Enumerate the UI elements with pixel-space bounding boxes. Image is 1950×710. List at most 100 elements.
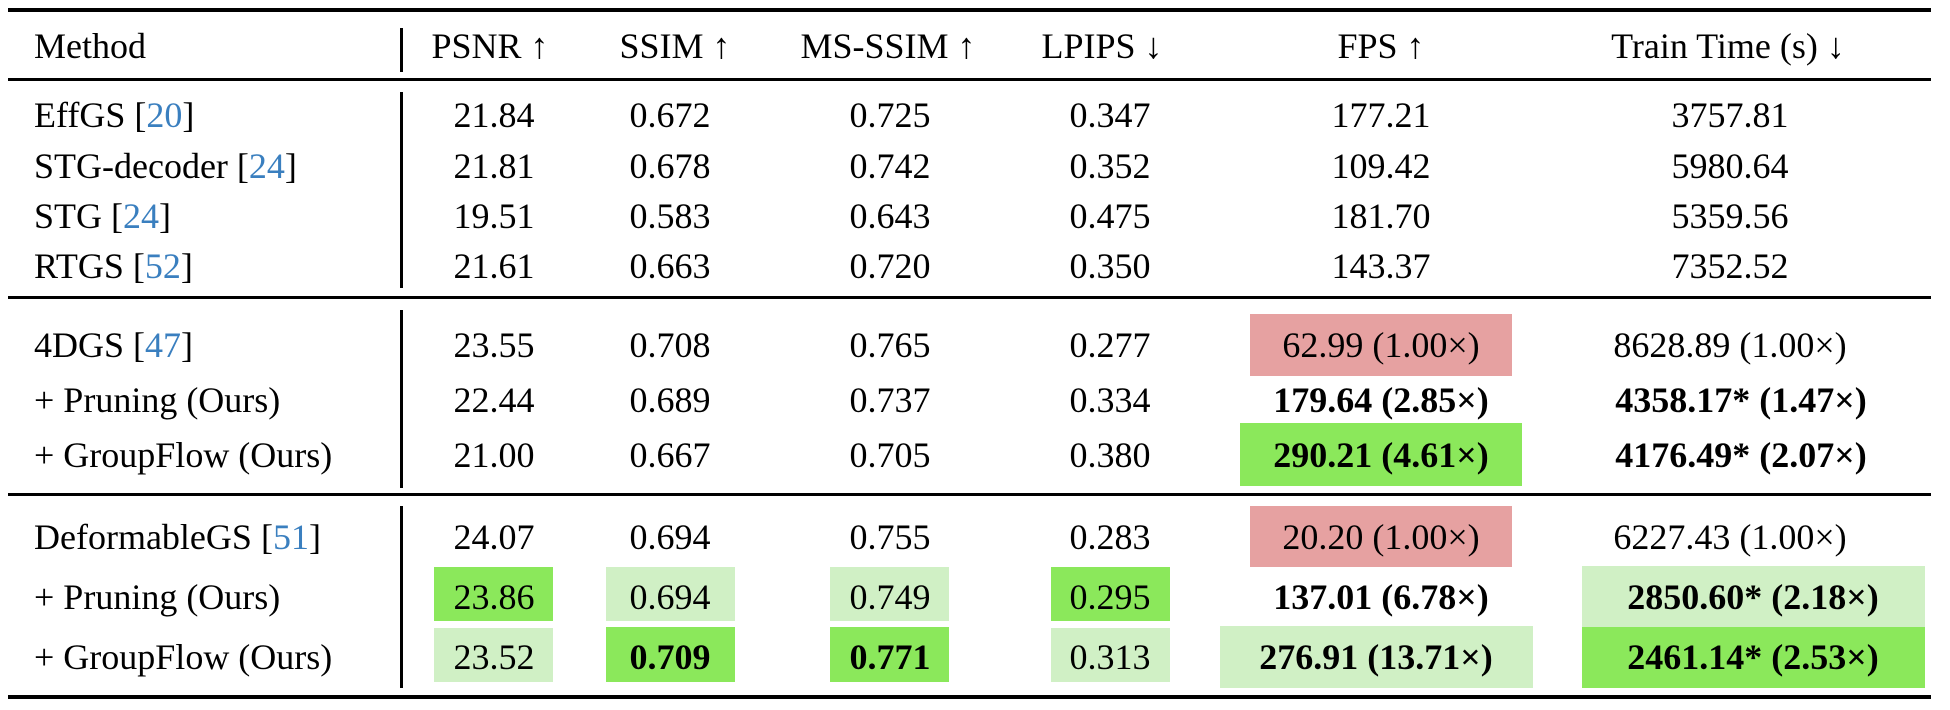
ssim-cell: 0.708 (629, 325, 711, 365)
lpips-cell: 0.350 (1069, 246, 1151, 286)
psnr-cell: 21.84 (453, 95, 535, 135)
method-cell: + GroupFlow (Ours) (34, 637, 333, 677)
psnr-cell: 21.81 (453, 146, 535, 186)
ssim-cell: 0.678 (629, 146, 711, 186)
ssim-cell: 0.583 (629, 196, 711, 236)
train-time-cell: 5359.56 (1671, 196, 1789, 236)
highlight-msssim-pruning (830, 567, 949, 621)
method-cell: STG [24] (34, 196, 172, 236)
ssim-cell: 0.663 (629, 246, 711, 286)
highlight-lpips-pruning (1051, 567, 1170, 621)
fps-cell: 62.99 (1.00×) (1282, 325, 1480, 365)
column-separator (400, 92, 403, 288)
citation-link[interactable]: 51 (272, 517, 309, 557)
column-separator (400, 310, 403, 488)
train-time-cell: 3757.81 (1671, 95, 1789, 135)
psnr-cell: 21.00 (453, 435, 535, 475)
psnr-cell: 23.55 (453, 325, 535, 365)
ssim-cell: 0.672 (629, 95, 711, 135)
bottom-rule (8, 695, 1931, 699)
top-rule (8, 8, 1931, 12)
highlight-psnr-pruning (434, 567, 553, 621)
msssim-cell: 0.643 (849, 196, 931, 236)
lpips-cell: 0.475 (1069, 196, 1151, 236)
psnr-cell: 21.61 (453, 246, 535, 286)
train-time-cell: 4176.49* (2.07×) (1615, 435, 1867, 475)
fps-cell: 20.20 (1.00×) (1282, 517, 1480, 557)
highlight-lpips-groupflow (1051, 628, 1170, 682)
fps-cell: 109.42 (1331, 146, 1431, 186)
lpips-cell: 0.380 (1069, 435, 1151, 475)
fps-cell: 179.64 (2.85×) (1273, 380, 1489, 420)
highlight-fps-deformablegs (1250, 506, 1512, 567)
lpips-cell: 0.295 (1069, 577, 1151, 617)
lpips-cell: 0.277 (1069, 325, 1151, 365)
citation-link[interactable]: 47 (145, 325, 182, 365)
msssim-cell: 0.705 (849, 435, 931, 475)
train-time-cell: 2850.60* (2.18×) (1627, 577, 1879, 617)
train-time-cell: 4358.17* (1.47×) (1615, 380, 1867, 420)
train-time-cell: 2461.14* (2.53×) (1627, 637, 1879, 677)
lpips-cell: 0.347 (1069, 95, 1151, 135)
header-fps: FPS ↑ (1337, 26, 1425, 66)
citation-link[interactable]: 24 (123, 196, 160, 236)
lpips-cell: 0.334 (1069, 380, 1151, 420)
highlight-train-groupflow (1582, 627, 1925, 688)
header-psnr: PSNR ↑ (431, 26, 549, 66)
citation-link[interactable]: 20 (146, 95, 183, 135)
column-separator (400, 28, 403, 72)
highlight-msssim-groupflow (830, 627, 949, 682)
lpips-cell: 0.283 (1069, 517, 1151, 557)
msssim-cell: 0.765 (849, 325, 931, 365)
method-cell: DeformableGS [51] (34, 517, 321, 557)
msssim-cell: 0.749 (849, 577, 931, 617)
psnr-cell: 24.07 (453, 517, 535, 557)
msssim-cell: 0.771 (849, 637, 931, 677)
header-lpips: LPIPS ↓ (1041, 26, 1163, 66)
train-time-cell: 8628.89 (1.00×) (1613, 325, 1847, 365)
highlight-fps-4dgs-groupflow (1240, 423, 1522, 486)
header-method: Method (34, 26, 146, 66)
header-ssim: SSIM ↑ (619, 26, 731, 66)
fps-cell: 137.01 (6.78×) (1273, 577, 1489, 617)
msssim-cell: 0.755 (849, 517, 931, 557)
ssim-cell: 0.694 (629, 577, 711, 617)
header-train-time: Train Time (s) ↓ (1611, 26, 1845, 66)
ssim-cell: 0.709 (629, 637, 711, 677)
method-cell: 4DGS [47] (34, 325, 194, 365)
lpips-cell: 0.313 (1069, 637, 1151, 677)
highlight-ssim-groupflow (606, 627, 735, 682)
header-msssim: MS-SSIM ↑ (800, 26, 976, 66)
msssim-cell: 0.725 (849, 95, 931, 135)
lpips-cell: 0.352 (1069, 146, 1151, 186)
train-time-cell: 6227.43 (1.00×) (1613, 517, 1847, 557)
msssim-cell: 0.720 (849, 246, 931, 286)
fps-cell: 143.37 (1331, 246, 1431, 286)
highlight-psnr-groupflow (434, 628, 553, 682)
ssim-cell: 0.689 (629, 380, 711, 420)
highlight-fps-4dgs (1250, 314, 1512, 376)
highlight-fps-deformablegs-groupflow (1220, 626, 1533, 688)
train-time-cell: 5980.64 (1671, 146, 1789, 186)
psnr-cell: 19.51 (453, 196, 535, 236)
fps-cell: 177.21 (1331, 95, 1431, 135)
column-separator (400, 506, 403, 688)
fps-cell: 276.91 (13.71×) (1259, 637, 1493, 677)
fps-cell: 290.21 (4.61×) (1273, 435, 1489, 475)
ssim-cell: 0.694 (629, 517, 711, 557)
method-cell: RTGS [52] (34, 246, 193, 286)
psnr-cell: 23.52 (453, 637, 535, 677)
method-cell: + Pruning (Ours) (34, 577, 281, 617)
psnr-cell: 23.86 (453, 577, 535, 617)
citation-link[interactable]: 52 (144, 246, 181, 286)
method-cell: + Pruning (Ours) (34, 380, 281, 420)
header-rule (8, 78, 1931, 81)
citation-link[interactable]: 24 (248, 146, 285, 186)
group-rule-2 (8, 493, 1931, 496)
method-cell: EffGS [20] (34, 95, 195, 135)
group-rule-1 (8, 296, 1931, 299)
psnr-cell: 22.44 (453, 380, 535, 420)
ssim-cell: 0.667 (629, 435, 711, 475)
highlight-train-pruning (1582, 566, 1925, 627)
fps-cell: 181.70 (1331, 196, 1431, 236)
